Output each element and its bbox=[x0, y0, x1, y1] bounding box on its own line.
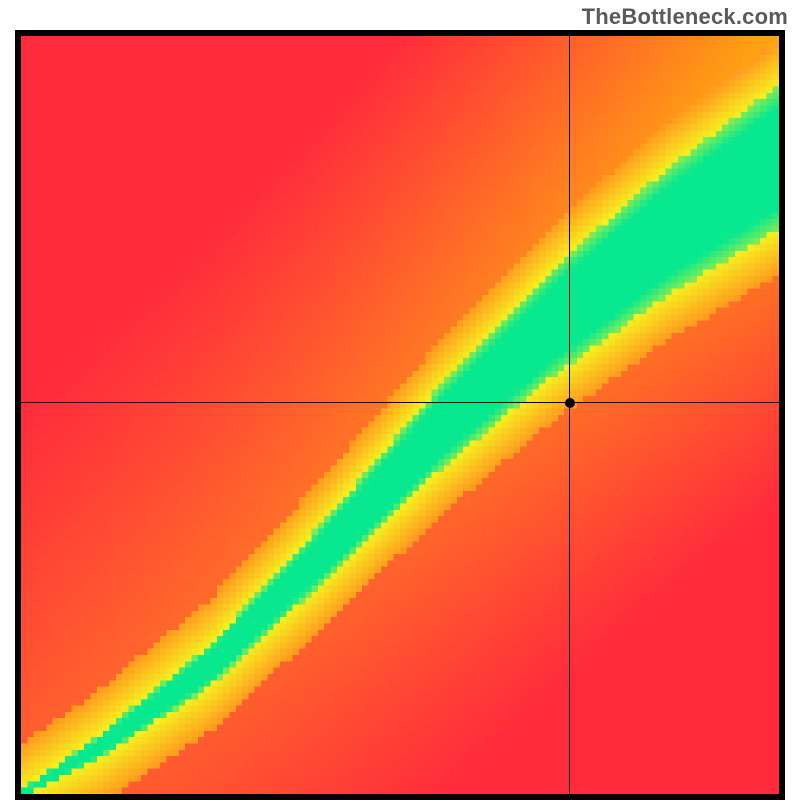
attribution-text: TheBottleneck.com bbox=[582, 4, 788, 30]
page-root: { "attribution": { "text": "TheBottlenec… bbox=[0, 0, 800, 800]
plot-frame bbox=[15, 30, 785, 800]
crosshair-horizontal bbox=[21, 402, 779, 403]
crosshair-vertical bbox=[569, 36, 570, 794]
crosshair-marker[interactable] bbox=[565, 398, 575, 408]
